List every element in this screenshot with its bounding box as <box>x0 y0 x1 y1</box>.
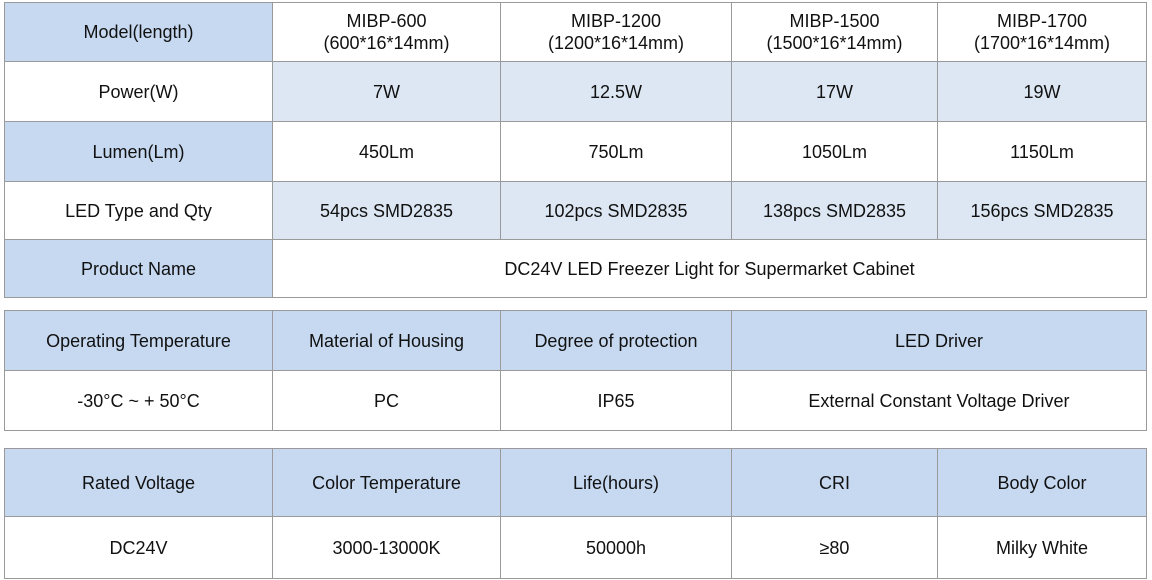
size: (600*16*14mm) <box>323 33 450 53</box>
cell: -30°C ~ + 50°C <box>4 370 273 431</box>
header-cell: CRI <box>731 448 938 517</box>
cell: External Constant Voltage Driver <box>731 370 1147 431</box>
cell: DC24V LED Freezer Light for Supermarket … <box>272 239 1147 298</box>
header-cell: Color Temperature <box>272 448 501 517</box>
model-cell: MIBP-1200 (1200*16*14mm) <box>500 2 732 62</box>
spec-table: Rated Voltage Color Temperature Life(hou… <box>4 448 1147 579</box>
cell: IP65 <box>500 370 732 431</box>
cell: ≥80 <box>731 516 938 579</box>
header-cell: Body Color <box>937 448 1147 517</box>
cell: 19W <box>937 61 1147 122</box>
row-label: Model(length) <box>4 2 273 62</box>
row-label: Lumen(Lm) <box>4 121 273 182</box>
cell: 450Lm <box>272 121 501 182</box>
cell: 7W <box>272 61 501 122</box>
size: (1200*16*14mm) <box>547 33 685 53</box>
model: MIBP-1200 <box>570 11 662 31</box>
cell: 138pcs SMD2835 <box>731 181 938 240</box>
cell: 750Lm <box>500 121 732 182</box>
cell: DC24V <box>4 516 273 579</box>
header-cell: Degree of protection <box>500 310 732 371</box>
model: MIBP-600 <box>346 11 427 31</box>
row-label: LED Type and Qty <box>4 181 273 240</box>
header-cell: Rated Voltage <box>4 448 273 517</box>
spec-table: Model(length) MIBP-600 (600*16*14mm) MIBP… <box>4 2 1147 298</box>
model-cell: MIBP-600 (600*16*14mm) <box>272 2 501 62</box>
cell: PC <box>272 370 501 431</box>
cell: 1050Lm <box>731 121 938 182</box>
model: MIBP-1700 <box>996 11 1088 31</box>
model: MIBP-1500 <box>789 11 880 31</box>
cell: 54pcs SMD2835 <box>272 181 501 240</box>
cell: 17W <box>731 61 938 122</box>
header-cell: LED Driver <box>731 310 1147 371</box>
cell: 12.5W <box>500 61 732 122</box>
header-cell: Material of Housing <box>272 310 501 371</box>
spec-table: Operating Temperature Material of Housin… <box>4 310 1147 431</box>
size: (1700*16*14mm) <box>973 33 1111 53</box>
cell: 102pcs SMD2835 <box>500 181 732 240</box>
cell: Milky White <box>937 516 1147 579</box>
cell: 3000-13000K <box>272 516 501 579</box>
cell: 50000h <box>500 516 732 579</box>
header-cell: Life(hours) <box>500 448 732 517</box>
row-label: Product Name <box>4 239 273 298</box>
row-label: Power(W) <box>4 61 273 122</box>
model-cell: MIBP-1500 (1500*16*14mm) <box>731 2 938 62</box>
model-cell: MIBP-1700 (1700*16*14mm) <box>937 2 1147 62</box>
cell: 156pcs SMD2835 <box>937 181 1147 240</box>
size: (1500*16*14mm) <box>766 33 903 53</box>
header-cell: Operating Temperature <box>4 310 273 371</box>
cell: 1150Lm <box>937 121 1147 182</box>
